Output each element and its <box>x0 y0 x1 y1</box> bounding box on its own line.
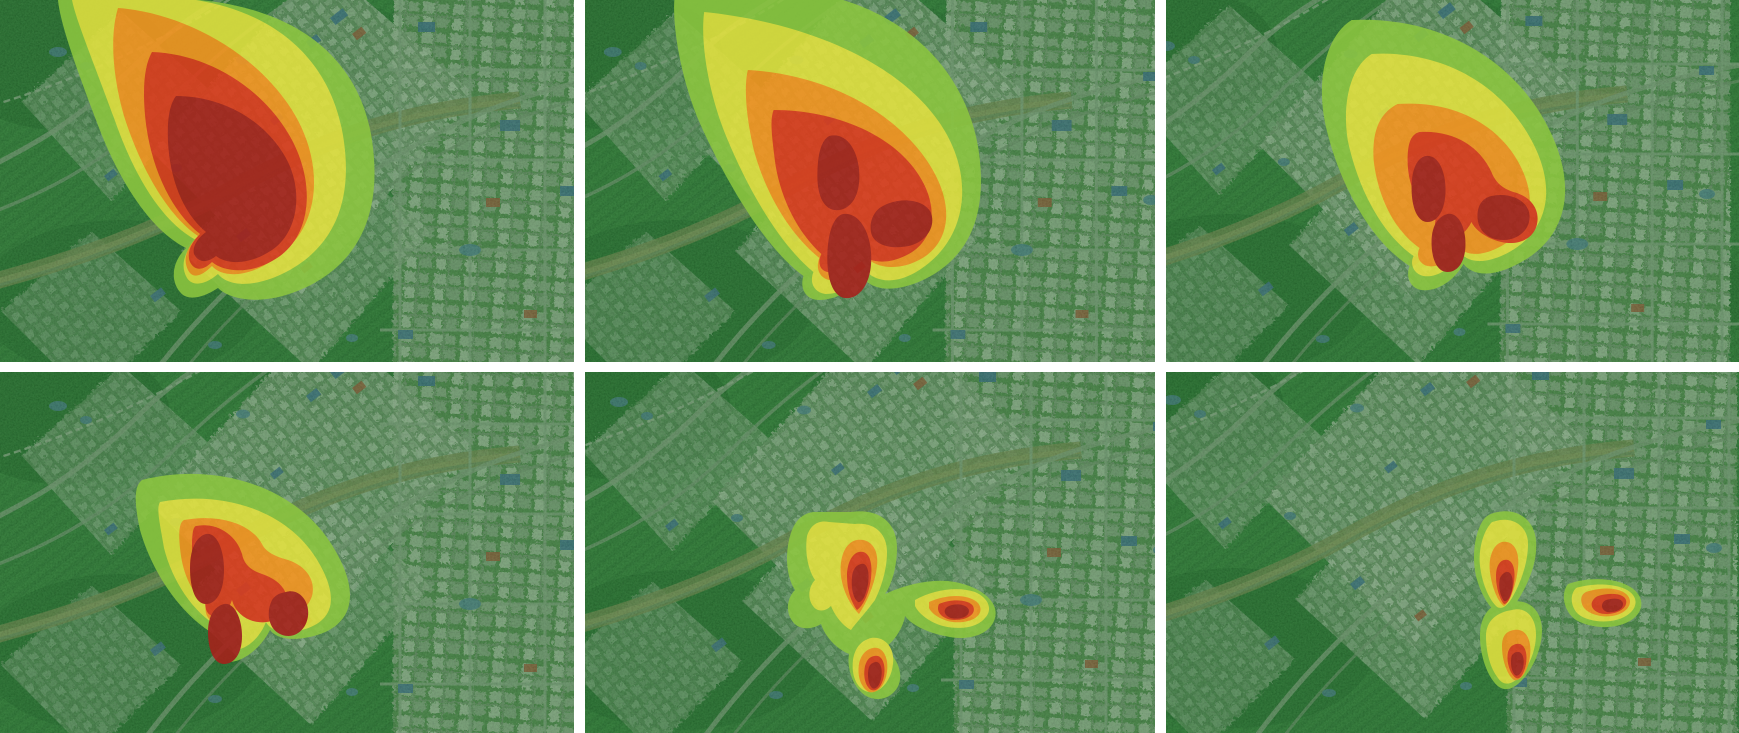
satellite-basemap-4 <box>0 372 574 733</box>
map-panel-4[interactable] <box>0 372 574 733</box>
satellite-basemap-1 <box>0 0 574 362</box>
map-panel-2[interactable] <box>585 0 1155 362</box>
satellite-basemap-6 <box>1166 372 1739 733</box>
satellite-basemap-3 <box>1166 0 1739 362</box>
map-panel-1[interactable] <box>0 0 574 362</box>
map-panel-3[interactable] <box>1166 0 1739 362</box>
satellite-basemap-5 <box>585 372 1155 733</box>
satellite-basemap-2 <box>585 0 1155 362</box>
map-panel-6[interactable] <box>1166 372 1739 733</box>
map-panel-5[interactable] <box>585 372 1155 733</box>
